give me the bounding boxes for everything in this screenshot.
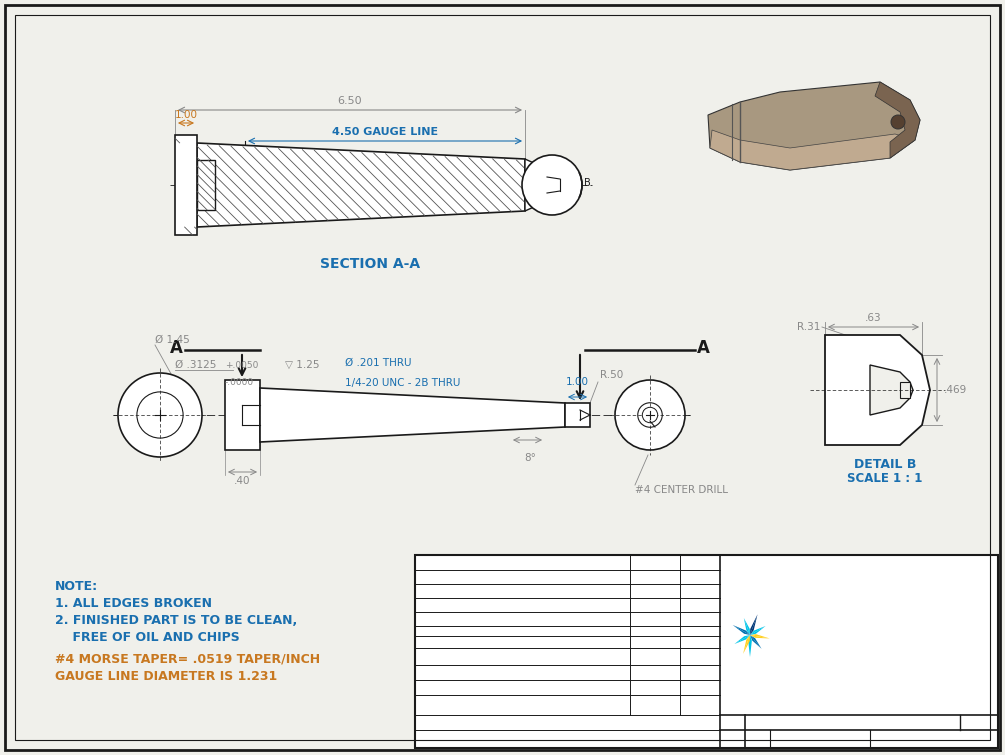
Polygon shape [735, 635, 750, 644]
Polygon shape [743, 635, 750, 654]
Polygon shape [708, 82, 920, 170]
Text: DETAIL B: DETAIL B [854, 458, 917, 471]
Text: R.31: R.31 [797, 322, 820, 332]
Text: DRAWN: DRAWN [418, 572, 447, 581]
Polygon shape [748, 635, 750, 657]
Polygon shape [197, 160, 215, 210]
Text: SECTION A-A: SECTION A-A [320, 257, 420, 271]
Polygon shape [750, 634, 770, 639]
Text: DD: DD [633, 572, 645, 581]
Text: COMMUNITY AND: COMMUNITY AND [778, 613, 915, 627]
Polygon shape [733, 625, 750, 635]
Text: REV: REV [963, 718, 979, 727]
Circle shape [118, 373, 202, 457]
Text: INTERPRET GEOMETRIC
TOLERANCING PER:: INTERPRET GEOMETRIC TOLERANCING PER: [418, 627, 499, 642]
Polygon shape [735, 635, 750, 644]
Text: SCALE: 1:2: SCALE: 1:2 [723, 733, 769, 742]
Text: -.0000: -.0000 [225, 378, 254, 387]
Text: DIMENSIONS ARE IN INCHES
TOLERANCES:
ANGLE ±1°
  X    ±.1
 .XX   ±.01
.XXX  ±.00: DIMENSIONS ARE IN INCHES TOLERANCES: ANG… [418, 572, 517, 621]
Circle shape [522, 155, 582, 215]
Text: Q.A.: Q.A. [633, 627, 649, 636]
Polygon shape [744, 618, 750, 635]
Text: <64Ra: <64Ra [549, 692, 586, 702]
Text: SCALE 1 : 1: SCALE 1 : 1 [847, 472, 923, 485]
Polygon shape [750, 615, 758, 635]
Text: .63: .63 [865, 313, 881, 323]
Text: MATERIAL: MATERIAL [418, 648, 455, 657]
Polygon shape [750, 626, 766, 635]
Bar [415, 555, 998, 748]
Text: 1.00: 1.00 [566, 377, 589, 387]
Text: 4.50 GAUGE LINE: 4.50 GAUGE LINE [332, 127, 438, 137]
Text: COMMENTS:: COMMENTS: [633, 638, 679, 647]
Text: DATE: DATE [688, 558, 712, 567]
Polygon shape [750, 635, 762, 649]
Text: #4 MORSE TAPER= .0519 TAPER/INCH: #4 MORSE TAPER= .0519 TAPER/INCH [55, 653, 321, 666]
Text: .40: .40 [234, 476, 251, 486]
Text: WEIGHT:: WEIGHT: [773, 733, 809, 742]
Polygon shape [710, 130, 915, 170]
Polygon shape [870, 365, 913, 415]
Text: 8°: 8° [524, 453, 536, 463]
Text: Ø .3125: Ø .3125 [175, 360, 216, 370]
Text: .469: .469 [944, 385, 967, 395]
Circle shape [642, 407, 657, 423]
Polygon shape [197, 143, 525, 227]
Text: 1/4-20 UNC - 2B THRU: 1/4-20 UNC - 2B THRU [345, 378, 460, 388]
Text: A: A [697, 339, 710, 357]
Polygon shape [900, 382, 910, 398]
Text: FINISH: FINISH [418, 680, 443, 689]
Text: SIZE: SIZE [723, 718, 740, 727]
Polygon shape [875, 82, 920, 158]
Polygon shape [260, 388, 565, 442]
Text: NOTE:: NOTE: [55, 580, 98, 593]
Circle shape [638, 402, 662, 427]
Text: Washington State Board: Washington State Board [778, 643, 922, 656]
Text: GAUGE LINE DIAMETER IS 1.231: GAUGE LINE DIAMETER IS 1.231 [55, 670, 277, 683]
Polygon shape [750, 635, 770, 639]
Polygon shape [825, 335, 930, 445]
Polygon shape [750, 635, 752, 657]
Polygon shape [175, 135, 197, 235]
Text: 2/22/24: 2/22/24 [683, 572, 713, 581]
Circle shape [891, 115, 905, 129]
Circle shape [137, 392, 183, 438]
Text: FREE OF OIL AND CHIPS: FREE OF OIL AND CHIPS [55, 631, 240, 644]
Text: A: A [730, 729, 748, 749]
Text: R.50: R.50 [600, 370, 623, 380]
Text: CHECKED: CHECKED [418, 586, 454, 595]
Text: 2. FINISHED PART IS TO BE CLEAN,: 2. FINISHED PART IS TO BE CLEAN, [55, 614, 297, 627]
Text: #4 CENTER DRILL: #4 CENTER DRILL [635, 485, 728, 495]
Text: SBCTC-01: SBCTC-01 [811, 729, 894, 744]
Polygon shape [750, 626, 766, 635]
Text: DO NOT SCALE DRAWING: DO NOT SCALE DRAWING [514, 718, 621, 727]
Polygon shape [733, 625, 750, 635]
Text: STEEL: STEEL [546, 658, 589, 671]
Text: UNLESS OTHERWISE SPECIFIED:: UNLESS OTHERWISE SPECIFIED: [418, 558, 556, 567]
Polygon shape [565, 403, 590, 427]
Polygon shape [750, 635, 762, 649]
Text: 1.00: 1.00 [175, 110, 198, 120]
Text: DWG.  NO.: DWG. NO. [748, 718, 788, 727]
Text: SHEET 1 OF 1: SHEET 1 OF 1 [873, 733, 930, 742]
Text: ▽ 1.25: ▽ 1.25 [285, 360, 320, 370]
Text: NAME: NAME [642, 558, 667, 567]
Text: TECHNICAL COLLEGES: TECHNICAL COLLEGES [778, 627, 951, 641]
Text: 6.50: 6.50 [338, 96, 363, 106]
Polygon shape [744, 618, 750, 635]
Text: ENG APPR.: ENG APPR. [418, 600, 458, 609]
Text: A: A [170, 339, 183, 357]
Text: Ø .201 THRU: Ø .201 THRU [345, 358, 411, 368]
Polygon shape [750, 615, 758, 635]
Text: MFG APPR.: MFG APPR. [418, 614, 459, 623]
Text: +.0050: +.0050 [225, 361, 258, 370]
Circle shape [615, 380, 685, 450]
Polygon shape [525, 159, 562, 211]
Text: Ø 1.45: Ø 1.45 [155, 335, 190, 345]
Polygon shape [225, 380, 260, 450]
Text: 1. ALL EDGES BROKEN: 1. ALL EDGES BROKEN [55, 597, 212, 610]
Polygon shape [743, 635, 750, 654]
Text: B: B [584, 178, 591, 188]
